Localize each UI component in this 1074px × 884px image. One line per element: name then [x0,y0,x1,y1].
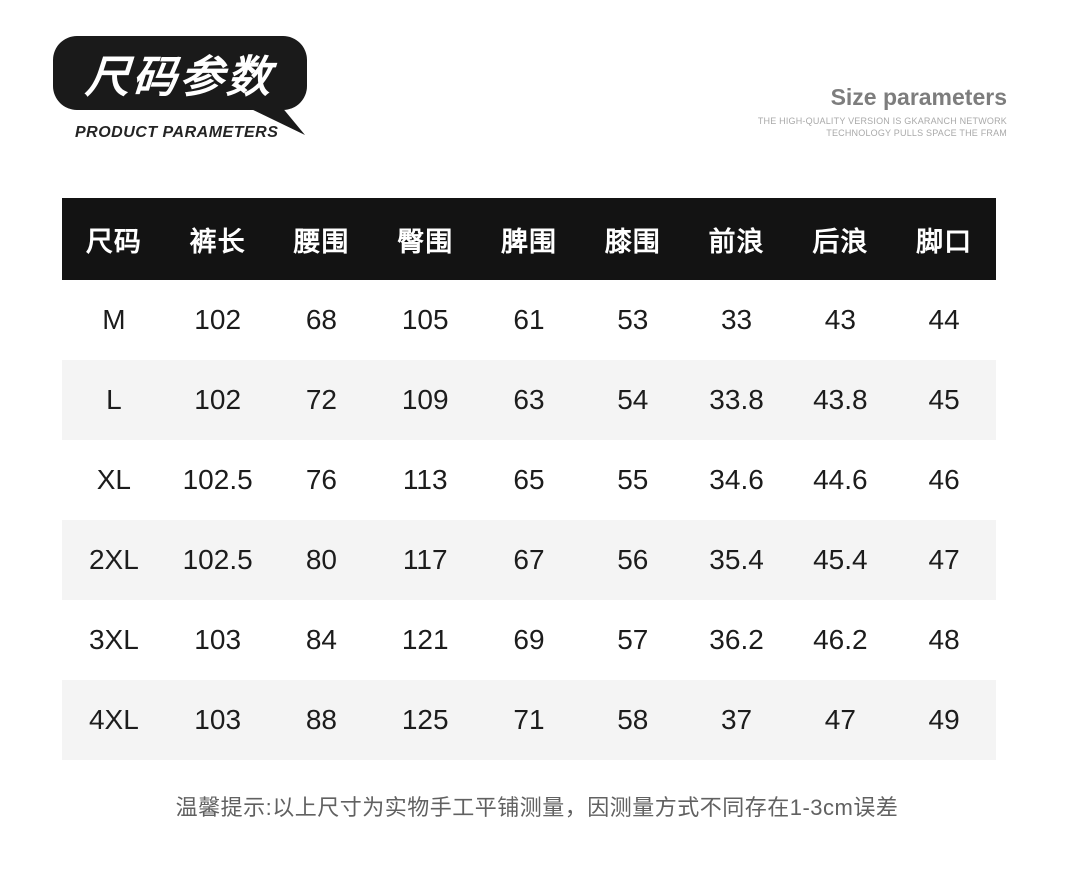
table-cell: 46.2 [813,624,868,655]
table-cell: 44.6 [813,464,868,495]
table-row: 3XL 103 84 121 69 57 36.2 46.2 48 [62,600,996,680]
size-table: 尺码 裤长 腰围 臀围 脾围 膝围 前浪 后浪 脚口 M 102 68 105 … [62,198,996,760]
table-cell: 65 [513,464,545,495]
badge-speech-bubble: 尺码参数 [53,36,307,135]
table-cell: 103 [194,704,242,735]
table-cell: 36.2 [709,624,764,655]
table-cell: 105 [401,304,449,335]
column-header-size: 尺码 [85,226,142,257]
table-cell: 72 [305,384,338,415]
table-cell: 43.8 [813,384,868,415]
measurement-note: 温馨提示:以上尺寸为实物手工平铺测量，因测量方式不同存在1-3cm误差 [175,795,899,820]
table-row: XL 102.5 76 113 65 55 34.6 44.6 46 [62,440,996,520]
table-cell: 61 [513,304,545,335]
column-header-hip: 臀围 [397,226,454,257]
table-cell: 80 [305,544,338,575]
table-cell: 47 [928,544,960,575]
table-cell: 44 [928,304,960,335]
table-cell: 54 [617,384,649,415]
table-cell: 102 [194,384,242,415]
table-cell: 68 [305,304,338,335]
table-cell: 2XL [88,544,139,575]
column-header-waist: 腰围 [293,226,350,257]
table-cell: 47 [824,704,856,735]
table-cell: 102 [194,304,242,335]
table-cell: 56 [617,544,649,575]
table-cell: 37 [720,704,753,735]
column-header-knee: 膝围 [604,226,661,257]
table-cell: 69 [513,624,545,655]
table-header-row: 尺码 裤长 腰围 臀围 脾围 膝围 前浪 后浪 脚口 [62,198,996,280]
column-header-pant-length: 裤长 [189,226,246,257]
table-cell: 58 [617,704,649,735]
size-parameters-title: Size parameters [830,84,1007,110]
table-cell: 45.4 [813,544,868,575]
header-right: Size parameters THE HIGH-QUALITY VERSION… [758,84,1007,139]
badge-title: 尺码参数 [83,53,276,102]
column-header-front-rise: 前浪 [708,226,765,257]
table-cell: 125 [401,704,449,735]
table-cell: 3XL [88,624,139,655]
table-cell: 113 [402,464,448,495]
table-cell: 45 [928,384,960,415]
table-cell: 33 [720,304,753,335]
column-header-back-rise: 后浪 [812,226,869,257]
table-cell: 88 [305,704,338,735]
table-cell: 121 [401,624,449,655]
table-cell: 34.6 [709,464,764,495]
column-header-leg-opening: 脚口 [916,226,973,257]
table-cell: 4XL [88,704,139,735]
table-cell: 35.4 [709,544,764,575]
table-cell: 33.8 [709,384,764,415]
table-cell: 84 [305,624,338,655]
table-cell: 103 [194,624,242,655]
table-cell: 102.5 [182,544,253,575]
table-cell: 49 [928,704,960,735]
table-cell: 57 [617,624,649,655]
table-cell: 102.5 [182,464,253,495]
table-row: L 102 72 109 63 54 33.8 43.8 45 [62,360,996,440]
table-cell: 67 [513,544,545,575]
subtitle-line-1: THE HIGH-QUALITY VERSION IS GKARANCH NET… [757,116,1007,126]
table-row: M 102 68 105 61 53 33 43 44 [62,280,996,360]
table-cell: 109 [401,384,449,415]
size-parameters-subtitle: THE HIGH-QUALITY VERSION IS GKARANCH NET… [758,115,1007,139]
subtitle-line-2: TECHNOLOGY PULLS SPACE THE FRAM [826,128,1007,138]
column-header-thigh: 脾围 [500,226,557,257]
table-cell: 48 [928,624,960,655]
table-cell: 46 [928,464,960,495]
table-cell: 76 [305,464,338,495]
table-cell: L [106,384,122,415]
table-cell: M [102,304,126,335]
badge-subtitle: PRODUCT PARAMETERS [75,124,279,141]
table-cell: 71 [513,704,545,735]
table-cell: 53 [617,304,649,335]
table-cell: 63 [513,384,545,415]
table-cell: 43 [824,304,856,335]
table-row: 4XL 103 88 125 71 58 37 47 49 [62,680,996,760]
table-row: 2XL 102.5 80 117 67 56 35.4 45.4 47 [62,520,996,600]
table-cell: XL [96,464,131,495]
title-badge: 尺码参数 PRODUCT PARAMETERS [53,36,307,142]
table-cell: 117 [402,544,448,575]
table-cell: 55 [617,464,649,495]
